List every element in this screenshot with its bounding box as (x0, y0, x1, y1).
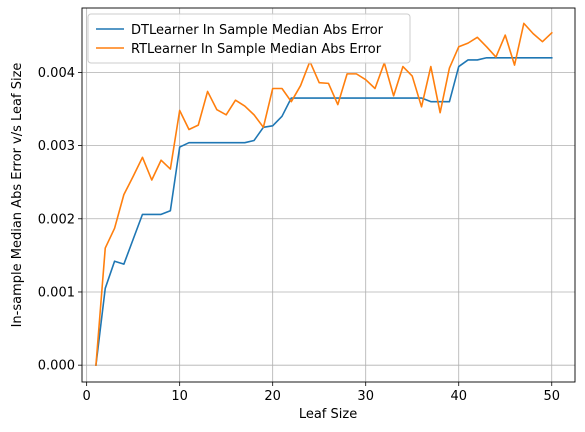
y-axis-label: In-sample Median Abs Error v/s Leaf Size (10, 63, 25, 328)
y-tick-label: 0.002 (38, 212, 75, 227)
series-lines (95, 22, 553, 367)
legend-box (87, 13, 411, 64)
legend: DTLearner In Sample Median Abs Error RTL… (87, 13, 411, 64)
x-tick-label: 20 (264, 389, 281, 404)
series-line-dtlearner (95, 56, 553, 367)
x-tick-label: 30 (357, 389, 374, 404)
y-tick-label: 0.003 (38, 139, 75, 154)
y-tick-label: 0.004 (38, 66, 75, 81)
axis-ticks: 0 10 20 30 40 50 0.000 0.001 0.002 0.003 0.004 (38, 66, 560, 404)
y-tick-label: 0.001 (38, 285, 75, 300)
x-tick-label: 40 (450, 389, 467, 404)
plot-frame (81, 7, 576, 383)
gridlines (82, 8, 575, 382)
legend-label-dtlearner: DTLearner In Sample Median Abs Error (131, 23, 384, 38)
legend-label-rtlearner: RTLearner In Sample Median Abs Error (131, 42, 382, 57)
series-line-rtlearner (95, 22, 553, 367)
y-tick-label: 0.000 (38, 359, 75, 374)
x-tick-label: 0 (83, 389, 91, 404)
x-tick-label: 10 (171, 389, 188, 404)
x-tick-label: 50 (543, 389, 560, 404)
x-axis-label: Leaf Size (299, 407, 357, 422)
